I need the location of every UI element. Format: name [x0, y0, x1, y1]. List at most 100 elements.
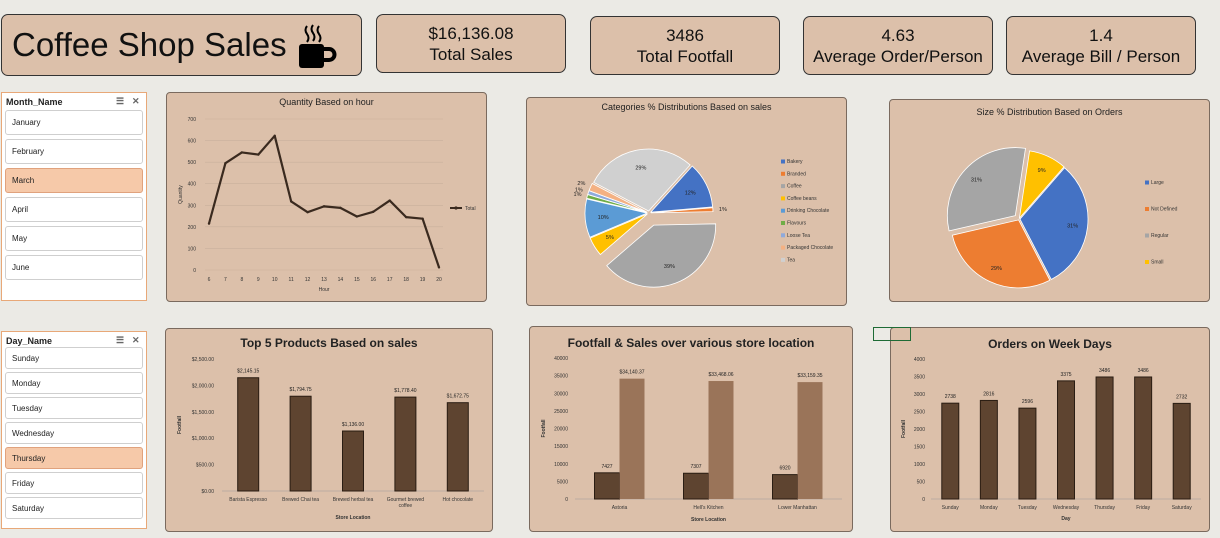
- slicer-item-april[interactable]: April: [5, 197, 143, 222]
- pie-slice: [593, 148, 691, 212]
- data-label: $33,159.35: [797, 373, 822, 379]
- y-axis-label: Quantity: [178, 185, 184, 204]
- bar: [683, 472, 709, 500]
- x-tick-label: 7: [224, 277, 227, 283]
- data-point: [421, 217, 424, 220]
- y-tick-label: 0: [565, 497, 568, 503]
- chart-title: Footfall & Sales over various store loca…: [567, 336, 815, 350]
- y-tick-label: 3500: [914, 375, 925, 381]
- pie-slice: [649, 165, 714, 213]
- selected-cell[interactable]: [873, 327, 911, 341]
- y-tick-label: 30000: [554, 391, 568, 397]
- legend-swatch: [1145, 260, 1149, 264]
- bar: [772, 474, 798, 500]
- y-tick-label: 700: [188, 117, 197, 123]
- x-tick-label: 9: [257, 277, 260, 283]
- x-tick-label: Gourmet brewed: [387, 497, 424, 503]
- data-label: 7427: [601, 464, 612, 470]
- slicer-item-june[interactable]: June: [5, 255, 143, 280]
- legend-swatch: [781, 221, 785, 225]
- x-axis-label: Store Location: [335, 515, 370, 521]
- month-slicer[interactable]: Month_Name ☰ ✕ January February March Ap…: [1, 92, 147, 301]
- multi-select-icon[interactable]: ☰: [116, 96, 125, 106]
- data-point: [289, 200, 293, 203]
- slice-label: 39%: [664, 264, 675, 270]
- slicer-header: Month_Name ☰ ✕: [2, 93, 146, 110]
- x-tick-label: Friday: [1136, 505, 1150, 511]
- data-point: [257, 153, 260, 156]
- locations-chart-panel[interactable]: Footfall & Sales over various store loca…: [529, 326, 853, 532]
- x-tick-label: Hot chocolate: [443, 497, 474, 503]
- data-point: [404, 215, 408, 219]
- categories-pie-chart: 12% Bakery 1% Branded 39% Coffee 5% Coffee bean…: [574, 148, 833, 288]
- legend-label: Drinking Chocolate: [787, 208, 829, 214]
- x-tick-label: Astoria: [612, 505, 628, 511]
- data-label: 3486: [1099, 368, 1110, 374]
- chart-title: Size % Distribution Based on Orders: [976, 107, 1123, 117]
- slice-label: 12%: [685, 191, 696, 197]
- x-tick-label: Barista Espresso: [229, 497, 267, 503]
- day-slicer[interactable]: Day_Name ☰ ✕ Sunday Monday Tuesday Wedne…: [1, 331, 147, 529]
- slicer-item-march[interactable]: March: [5, 168, 143, 193]
- slicer-item-tuesday[interactable]: Tuesday: [5, 397, 143, 419]
- slicer-title: Day_Name: [6, 335, 53, 346]
- bar: [708, 381, 734, 499]
- pie-slice: [589, 213, 648, 256]
- y-tick-label: $0.00: [201, 489, 214, 495]
- bar: [619, 378, 645, 499]
- slicer-item-wednesday[interactable]: Wednesday: [5, 422, 143, 444]
- x-tick-label: 10: [272, 277, 278, 283]
- slicer-item-monday[interactable]: Monday: [5, 372, 143, 394]
- kpi-label: Total Sales: [429, 44, 513, 64]
- coffee-mug-icon: [299, 24, 337, 68]
- data-label: 7307: [690, 464, 701, 470]
- x-tick-label: Brewed Chai tea: [282, 497, 319, 503]
- pie-slice: [1018, 150, 1065, 220]
- legend-label: Branded: [787, 171, 806, 177]
- y-tick-label: $1,500.00: [192, 410, 214, 416]
- hour-chart-panel[interactable]: Quantity Based on hour 0 100 200 300 400 500 6…: [166, 92, 487, 302]
- slicer-item-sunday[interactable]: Sunday: [5, 347, 143, 369]
- slicer-item-may[interactable]: May: [5, 226, 143, 251]
- x-axis-label: Hour: [319, 287, 330, 293]
- products-chart-panel[interactable]: Top 5 Products Based on sales $0.00 $500.…: [165, 328, 493, 532]
- y-tick-label: 2500: [914, 410, 925, 416]
- x-tick-label: 16: [371, 277, 377, 283]
- legend-swatch: [781, 233, 785, 238]
- clear-filter-icon[interactable]: ✕: [132, 335, 140, 345]
- y-tick-label: 10000: [554, 462, 568, 468]
- size-chart-panel[interactable]: Size % Distribution Based on Orders 31% L…: [889, 99, 1210, 302]
- slicer-item-january[interactable]: January: [5, 110, 143, 135]
- slicer-item-thursday[interactable]: Thursday: [5, 447, 143, 469]
- x-axis-label: Day: [1061, 516, 1070, 522]
- slice-label: 29%: [991, 266, 1002, 272]
- data-label: $34,140.37: [619, 370, 644, 376]
- slicer-item-saturday[interactable]: Saturday: [5, 497, 143, 519]
- x-tick-label: Monday: [980, 505, 998, 511]
- legend-label: Loose Tea: [787, 233, 810, 239]
- clear-filter-icon[interactable]: ✕: [132, 96, 140, 106]
- legend-swatch: [1145, 180, 1149, 185]
- legend-label: Regular: [1151, 233, 1169, 239]
- bar: [797, 382, 823, 499]
- legend-label: Tea: [787, 257, 795, 263]
- x-tick-label: 12: [305, 277, 311, 283]
- y-tick-label: 40000: [554, 356, 568, 362]
- bar: [1172, 402, 1191, 500]
- legend-swatch: [781, 208, 785, 213]
- x-tick-label: 6: [208, 277, 211, 283]
- slicer-item-friday[interactable]: Friday: [5, 472, 143, 494]
- x-tick-label: 17: [387, 277, 393, 283]
- x-axis-label: Store Location: [691, 517, 726, 523]
- pie-slice: [584, 198, 649, 238]
- weekdays-chart-panel[interactable]: Orders on Week Days 0 500 1000 1500 2000 2500…: [890, 327, 1210, 532]
- y-tick-label: $2,500.00: [192, 357, 214, 363]
- y-tick-label: 15000: [554, 444, 568, 450]
- legend-swatch: [781, 159, 785, 164]
- slicer-item-february[interactable]: February: [5, 139, 143, 164]
- kpi-label: Average Order/Person: [813, 46, 983, 66]
- multi-select-icon[interactable]: ☰: [116, 335, 125, 345]
- slice-label: 1%: [575, 187, 583, 193]
- categories-chart-panel[interactable]: Categories % Distributions Based on sale…: [526, 97, 847, 306]
- slice-label: 1%: [574, 192, 582, 198]
